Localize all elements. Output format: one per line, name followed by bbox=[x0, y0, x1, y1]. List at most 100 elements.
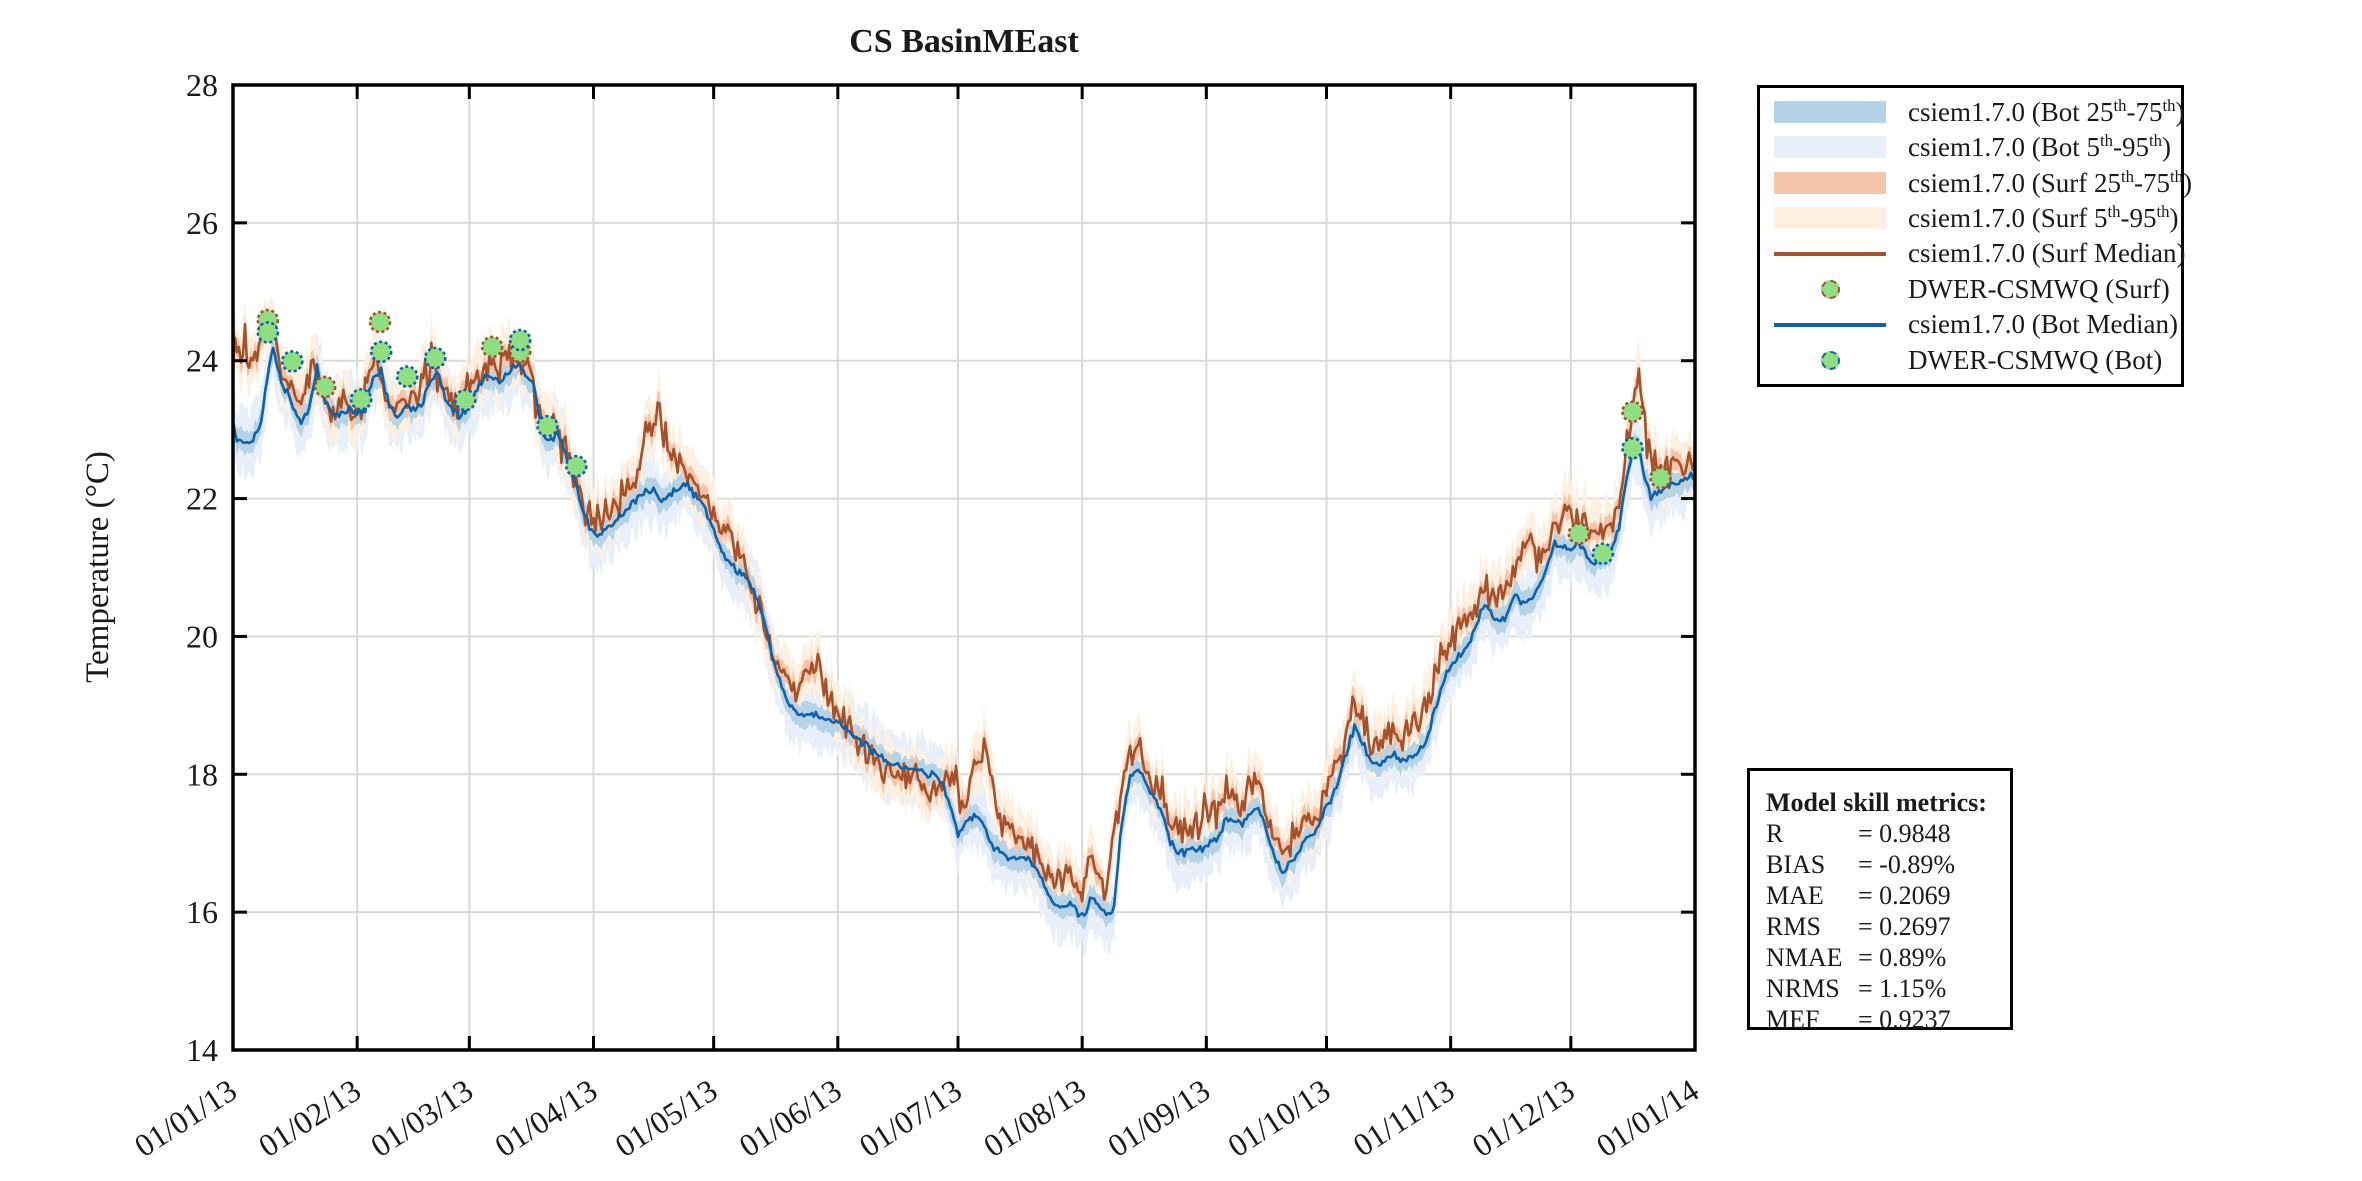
legend-item: csiem1.7.0 (Bot 25th-75th) bbox=[1774, 95, 2185, 129]
metric-label: R bbox=[1766, 819, 1784, 848]
y-tick-label: 24 bbox=[186, 343, 218, 379]
axes-frame bbox=[231, 83, 1697, 1052]
legend-item: csiem1.7.0 (Bot 5th-95th) bbox=[1774, 130, 2181, 164]
legend-item-label: csiem1.7.0 (Surf Median) bbox=[1908, 238, 2186, 269]
legend-line-swatch bbox=[1774, 251, 1886, 256]
median-line bbox=[231, 316, 1697, 903]
observation-marker bbox=[480, 335, 504, 359]
y-tick-label: 22 bbox=[186, 481, 218, 517]
x-tick-label: 01/05/13 bbox=[608, 1072, 723, 1164]
observation-marker bbox=[536, 414, 559, 438]
legend-swatch-cell bbox=[1774, 136, 1892, 159]
legend: csiem1.7.0 (Bot 25th-75th) csiem1.7.0 (Bo… bbox=[1757, 85, 2192, 387]
legend-marker-swatch bbox=[1774, 279, 1886, 299]
legend-marker-swatch bbox=[1774, 350, 1886, 370]
y-tick-label: 20 bbox=[186, 618, 218, 654]
metric-value: = 0.2069 bbox=[1858, 881, 1951, 910]
metric-label: RMS bbox=[1766, 912, 1821, 941]
legend-line-swatch bbox=[1774, 322, 1886, 327]
legend-item-label: DWER-CSMWQ (Bot) bbox=[1908, 344, 2163, 375]
y-tick-label: 16 bbox=[186, 894, 218, 930]
observation-marker bbox=[280, 350, 304, 373]
observation-marker-icon bbox=[1820, 279, 1840, 299]
legend-band-swatch bbox=[1774, 207, 1886, 230]
legend-item: csiem1.7.0 (Surf 25th-75th) bbox=[1774, 166, 2192, 200]
observation-marker bbox=[1621, 436, 1644, 460]
legend-swatch-cell bbox=[1774, 207, 1892, 230]
legend-swatch-cell bbox=[1774, 100, 1892, 123]
observation-marker bbox=[564, 454, 588, 478]
gridlines bbox=[233, 85, 1695, 1050]
plot-frame bbox=[231, 83, 1697, 1052]
x-tick-label: 01/08/13 bbox=[977, 1072, 1092, 1164]
observation-marker bbox=[369, 340, 393, 364]
metric-value: = 0.2697 bbox=[1858, 912, 1951, 941]
legend-item-label: csiem1.7.0 (Bot 25th-75th) bbox=[1908, 95, 2185, 127]
metric-row: NMAE = 0.89% bbox=[1766, 942, 2000, 973]
x-tick-label: 01/01/13 bbox=[128, 1072, 243, 1164]
metric-value: = -0.89% bbox=[1858, 850, 1955, 879]
metric-label: NRMS bbox=[1766, 974, 1840, 1003]
legend-band-swatch bbox=[1774, 136, 1886, 159]
metric-label: MEF bbox=[1766, 1005, 1820, 1034]
metric-value: = 0.9237 bbox=[1858, 1005, 1951, 1034]
legend-swatch-cell bbox=[1774, 171, 1892, 194]
x-tick-label: 01/12/13 bbox=[1466, 1072, 1581, 1164]
legend-band-swatch bbox=[1774, 100, 1886, 123]
observation-marker bbox=[368, 310, 392, 334]
legend-item-label: csiem1.7.0 (Surf 5th-95th) bbox=[1908, 202, 2179, 234]
observation-marker bbox=[1649, 466, 1672, 490]
legend-item-label: DWER-CSMWQ (Surf) bbox=[1908, 273, 2170, 304]
metric-value: = 1.15% bbox=[1858, 974, 1947, 1003]
metrics-rows: R = 0.9848 BIAS = -0.89% MAE = 0.2069 RMS = 0.2… bbox=[1766, 818, 2000, 1035]
observation-marker bbox=[349, 388, 373, 411]
legend-item: DWER-CSMWQ (Surf) bbox=[1774, 272, 2181, 306]
x-tick-label: 01/02/13 bbox=[252, 1072, 367, 1164]
x-tick-label: 01/01/14 bbox=[1590, 1072, 1705, 1164]
model-skill-metrics-box: Model skill metrics: R = 0.9848 BIAS = -0.8… bbox=[1747, 768, 2013, 1034]
legend-item: DWER-CSMWQ (Bot) bbox=[1774, 343, 2181, 377]
observation-marker bbox=[508, 328, 532, 352]
metric-label: NMAE bbox=[1766, 943, 1843, 972]
legend-swatch-cell bbox=[1774, 279, 1892, 299]
x-tick-label: 01/09/13 bbox=[1101, 1072, 1216, 1164]
metric-row: BIAS = -0.89% bbox=[1766, 849, 2000, 880]
metric-label: MAE bbox=[1766, 881, 1824, 910]
observation-marker bbox=[454, 388, 477, 412]
legend-band-swatch bbox=[1774, 171, 1886, 194]
metrics-title: Model skill metrics: bbox=[1766, 788, 1987, 817]
observation-marker bbox=[1567, 522, 1591, 546]
legend-item-label: csiem1.7.0 (Bot 5th-95th) bbox=[1908, 131, 2172, 163]
metric-row: MEF = 0.9237 bbox=[1766, 1004, 2000, 1035]
x-tick-label: 01/07/13 bbox=[853, 1072, 968, 1164]
median-line bbox=[231, 346, 1697, 918]
metric-row: NRMS = 1.15% bbox=[1766, 973, 2000, 1004]
observation-markers bbox=[256, 308, 1672, 566]
legend-swatch-cell bbox=[1774, 322, 1892, 327]
x-tick-label: 01/11/13 bbox=[1346, 1072, 1460, 1164]
observation-marker-icon bbox=[1820, 350, 1840, 370]
observation-marker bbox=[1621, 400, 1644, 424]
x-tick-label: 01/03/13 bbox=[364, 1072, 479, 1164]
observation-marker bbox=[256, 321, 280, 344]
legend-item: csiem1.7.0 (Bot Median) bbox=[1774, 308, 2181, 342]
chart-title: CS BasinMEast bbox=[849, 23, 1079, 60]
legend-swatch-cell bbox=[1774, 350, 1892, 370]
median-lines bbox=[231, 316, 1697, 918]
y-tick-label: 26 bbox=[186, 205, 218, 241]
y-tick-label: 14 bbox=[186, 1032, 218, 1068]
legend-item-label: csiem1.7.0 (Bot Median) bbox=[1908, 309, 2178, 340]
observation-marker bbox=[395, 365, 419, 388]
metric-label: BIAS bbox=[1766, 850, 1826, 879]
y-tick-label: 18 bbox=[186, 756, 218, 792]
metric-row: RMS = 0.2697 bbox=[1766, 911, 2000, 942]
metric-value: = 0.89% bbox=[1858, 943, 1947, 972]
legend-item-label: csiem1.7.0 (Surf 25th-75th) bbox=[1908, 166, 2193, 198]
y-axis-label: Temperature (°C) bbox=[80, 451, 116, 683]
observation-marker bbox=[313, 375, 337, 399]
y-tick-label: 28 bbox=[186, 67, 218, 103]
legend-swatch-cell bbox=[1774, 251, 1892, 256]
legend-item: csiem1.7.0 (Surf Median) bbox=[1774, 237, 2185, 271]
